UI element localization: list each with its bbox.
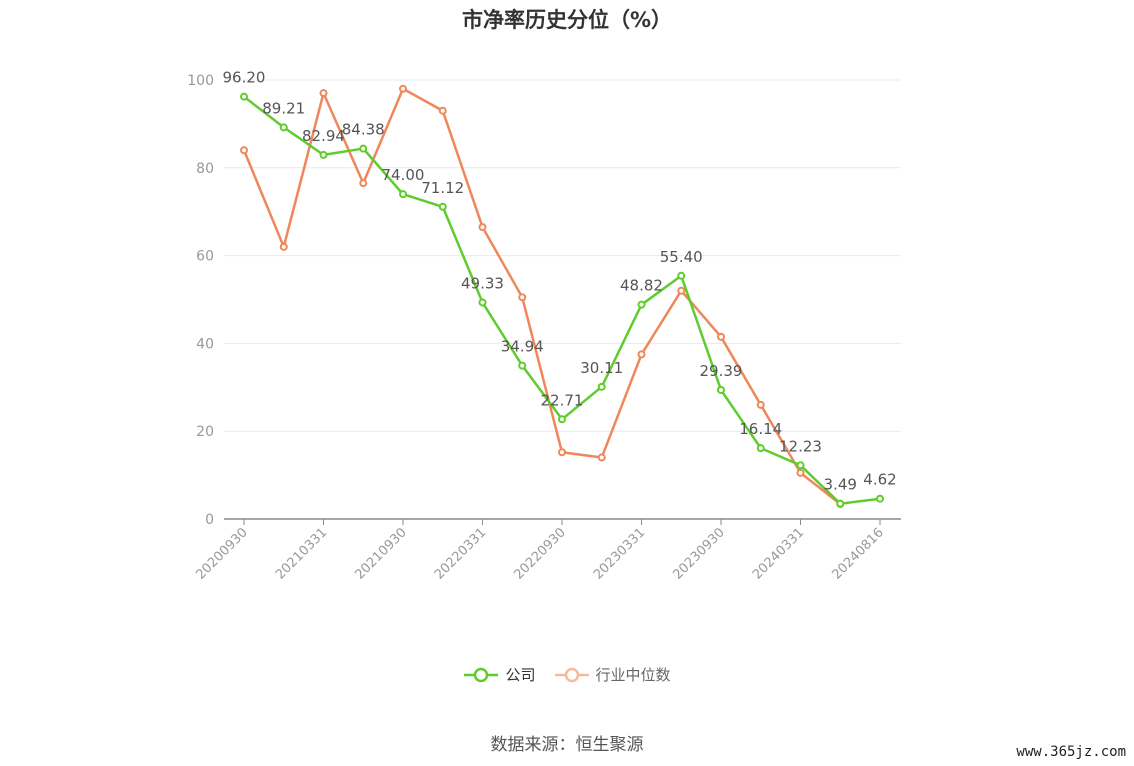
data-label: 30.11 — [580, 359, 623, 377]
source-note: 数据来源：恒生聚源 — [490, 735, 644, 755]
industry-point — [637, 350, 646, 359]
company-point — [240, 92, 248, 101]
company-point — [518, 361, 527, 370]
industry-point — [717, 332, 725, 341]
y-tick-label: 0 — [205, 512, 214, 528]
data-label: 84.38 — [342, 121, 385, 139]
company-point — [717, 385, 725, 394]
legend-label-company: 公司 — [505, 666, 536, 684]
industry-point — [279, 242, 288, 251]
x-tick-label: 20230930 — [670, 525, 727, 582]
data-label: 49.33 — [461, 274, 504, 292]
data-label: 96.20 — [223, 69, 266, 87]
company-point — [637, 300, 646, 309]
circle-line-icon — [554, 667, 589, 682]
industry-point — [558, 448, 566, 457]
x-tick-label: 20200930 — [193, 525, 250, 582]
company-point — [558, 415, 566, 424]
data-label: 3.49 — [824, 476, 857, 494]
y-tick-label: 40 — [196, 336, 214, 352]
legend-label-industry: 行业中位数 — [595, 666, 671, 684]
x-tick-label: 20240331 — [750, 525, 807, 582]
data-label: 4.62 — [863, 471, 896, 489]
x-tick-label: 20210331 — [273, 525, 330, 582]
data-label: 74.00 — [382, 166, 425, 184]
industry-point — [319, 89, 328, 98]
industry-point — [756, 400, 765, 409]
company-point — [876, 494, 884, 503]
industry-point — [478, 223, 487, 232]
x-tick-label: 20230331 — [591, 525, 648, 582]
y-tick-label: 20 — [196, 424, 214, 440]
x-tick-label: 20220930 — [511, 525, 568, 582]
company-point — [756, 444, 765, 453]
legend: 公司 行业中位数 — [0, 664, 1134, 685]
data-label: 89.21 — [262, 99, 305, 117]
data-label: 71.12 — [421, 179, 464, 197]
data-label: 34.94 — [501, 338, 544, 356]
industry-point — [240, 146, 248, 155]
data-label: 22.71 — [541, 391, 584, 409]
company-point — [359, 144, 368, 153]
company-point — [796, 461, 805, 470]
company-point — [319, 150, 328, 159]
legend-item-company[interactable]: 公司 — [463, 664, 536, 685]
company-point — [478, 298, 487, 307]
company-point — [836, 499, 845, 508]
industry-point — [438, 106, 447, 115]
company-point — [438, 202, 447, 211]
x-tick-label: 20210930 — [352, 525, 409, 582]
industry-point — [677, 286, 686, 295]
company-point — [399, 190, 407, 199]
chart-title: 市净率历史分位（%） — [461, 8, 673, 32]
company-point — [597, 382, 606, 391]
circle-line-icon — [464, 667, 499, 682]
industry-series-line — [242, 87, 842, 506]
y-tick-label: 80 — [196, 161, 214, 177]
y-tick-label: 60 — [196, 249, 214, 265]
data-label: 12.23 — [779, 437, 822, 455]
data-label: 82.94 — [302, 127, 345, 145]
x-tick-label: 20240816 — [829, 525, 886, 582]
y-tick-label: 100 — [187, 73, 214, 89]
data-label: 55.40 — [660, 248, 703, 266]
data-label: 16.14 — [739, 420, 782, 438]
industry-point — [399, 84, 407, 93]
industry-point — [518, 293, 527, 302]
x-tick-label: 20220331 — [432, 525, 489, 582]
industry-point — [597, 453, 606, 462]
legend-item-industry[interactable]: 行业中位数 — [554, 664, 671, 685]
watermark: www.365jz.com — [1016, 744, 1126, 760]
data-label: 48.82 — [620, 277, 663, 295]
industry-point — [359, 179, 368, 188]
company-point — [279, 123, 288, 132]
industry-point — [796, 468, 805, 477]
data-label: 29.39 — [700, 362, 743, 380]
company-point — [677, 271, 686, 280]
